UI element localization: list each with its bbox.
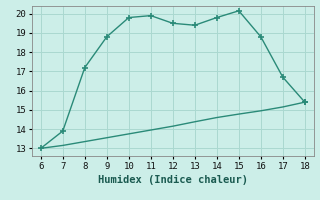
X-axis label: Humidex (Indice chaleur): Humidex (Indice chaleur) (98, 175, 248, 185)
